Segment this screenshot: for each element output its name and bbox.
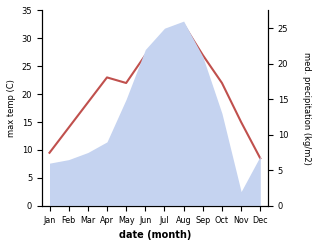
Y-axis label: max temp (C): max temp (C): [7, 79, 16, 137]
X-axis label: date (month): date (month): [119, 230, 191, 240]
Y-axis label: med. precipitation (kg/m2): med. precipitation (kg/m2): [302, 52, 311, 165]
